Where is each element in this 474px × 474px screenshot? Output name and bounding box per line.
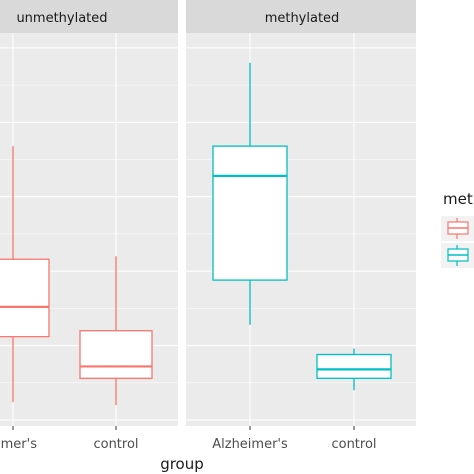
x-axis-title: group [160,455,204,473]
x-tick-label-methylated-alzheimers: Alzheimer's [212,437,288,452]
facet-strip-label-methylated: methylated [265,11,340,26]
box-unmethylated-control [79,256,153,406]
box-iqr [212,145,288,281]
box-layer [0,62,392,406]
legend-title: met [443,190,473,208]
x-ticks [12,426,355,430]
box-iqr [79,330,153,379]
box-iqr [0,258,50,338]
box-unmethylated-alzheimers [0,146,50,403]
box-methylated-alzheimers [212,62,288,325]
legend [441,216,474,268]
facet-strip-unmethylated [0,0,178,33]
x-tick-label-unmethylated-alzheimers: eimer's [0,437,37,452]
x-tick-label-methylated-control: control [331,437,376,452]
box-methylated-control [316,348,392,391]
box-iqr [316,353,392,379]
x-tick-label-unmethylated-control: control [93,437,138,452]
legend-key-1 [441,216,474,241]
facet-strip-label-unmethylated: unmethylated [16,11,107,26]
facet-strip-methylated [186,0,416,33]
legend-key-2 [441,243,474,268]
